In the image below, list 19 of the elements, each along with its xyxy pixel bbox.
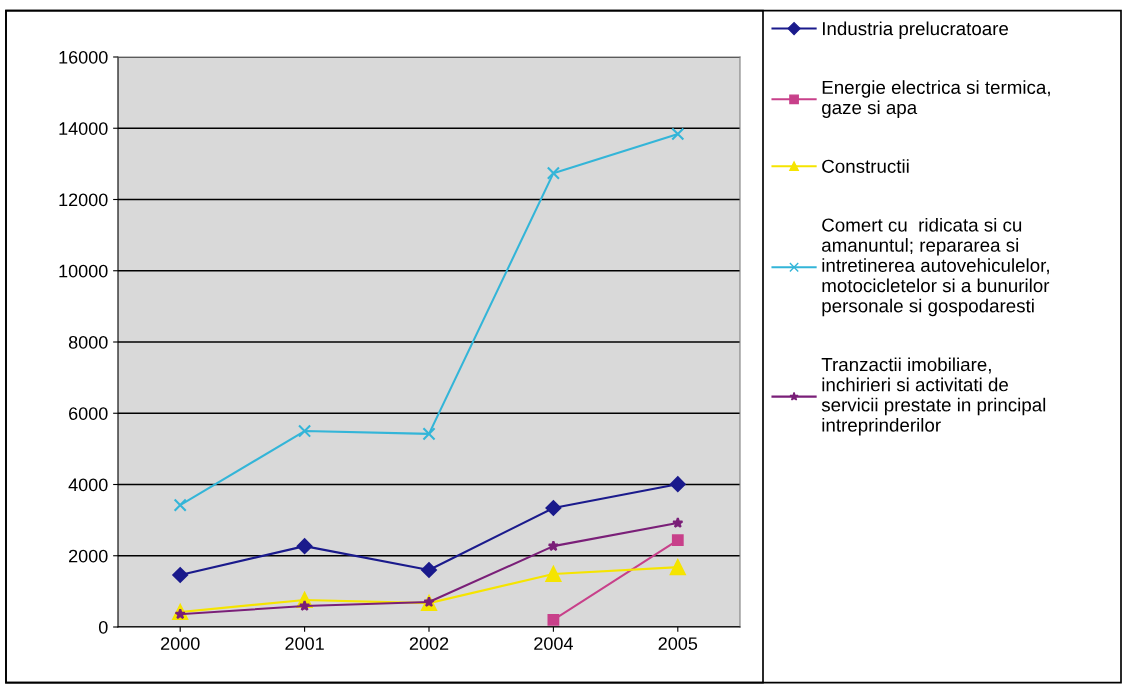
x-tick-label: 2005 (658, 637, 698, 650)
legend-label: Comert cu ridicata si cu amanuntul; repararea si intretinerea autovehiculelor, motocicletelor si a bunurilor personale si gospodaresti (822, 217, 1050, 317)
legend-label: Energie electrica si termica, gaze si apa (822, 80, 1050, 118)
y-tick-label: 14000 (59, 122, 108, 135)
y-tick-label: 16000 (59, 50, 108, 64)
y-tick-label: 8000 (68, 335, 108, 349)
x-tick-label: 2000 (161, 637, 200, 650)
x-tick-label: 2001 (285, 637, 324, 650)
x-tick-label: 2002 (409, 637, 449, 650)
y-tick-label: 0 (98, 620, 108, 634)
y-tick-label: 4000 (68, 478, 108, 492)
y-tick-label: 10000 (59, 264, 108, 278)
y-tick-label: 2000 (69, 549, 108, 563)
legend-label: Industria prelucratoare (822, 21, 1009, 39)
legend-label: Constructii (822, 159, 909, 173)
x-tick-label: 2004 (534, 637, 573, 650)
y-tick-label: 6000 (69, 407, 108, 420)
legend-label: Tranzactii imobiliare, inchirieri si activitati de servicii prestate in principal intreprinderilor (821, 357, 1046, 436)
y-tick-label: 12000 (59, 193, 108, 207)
